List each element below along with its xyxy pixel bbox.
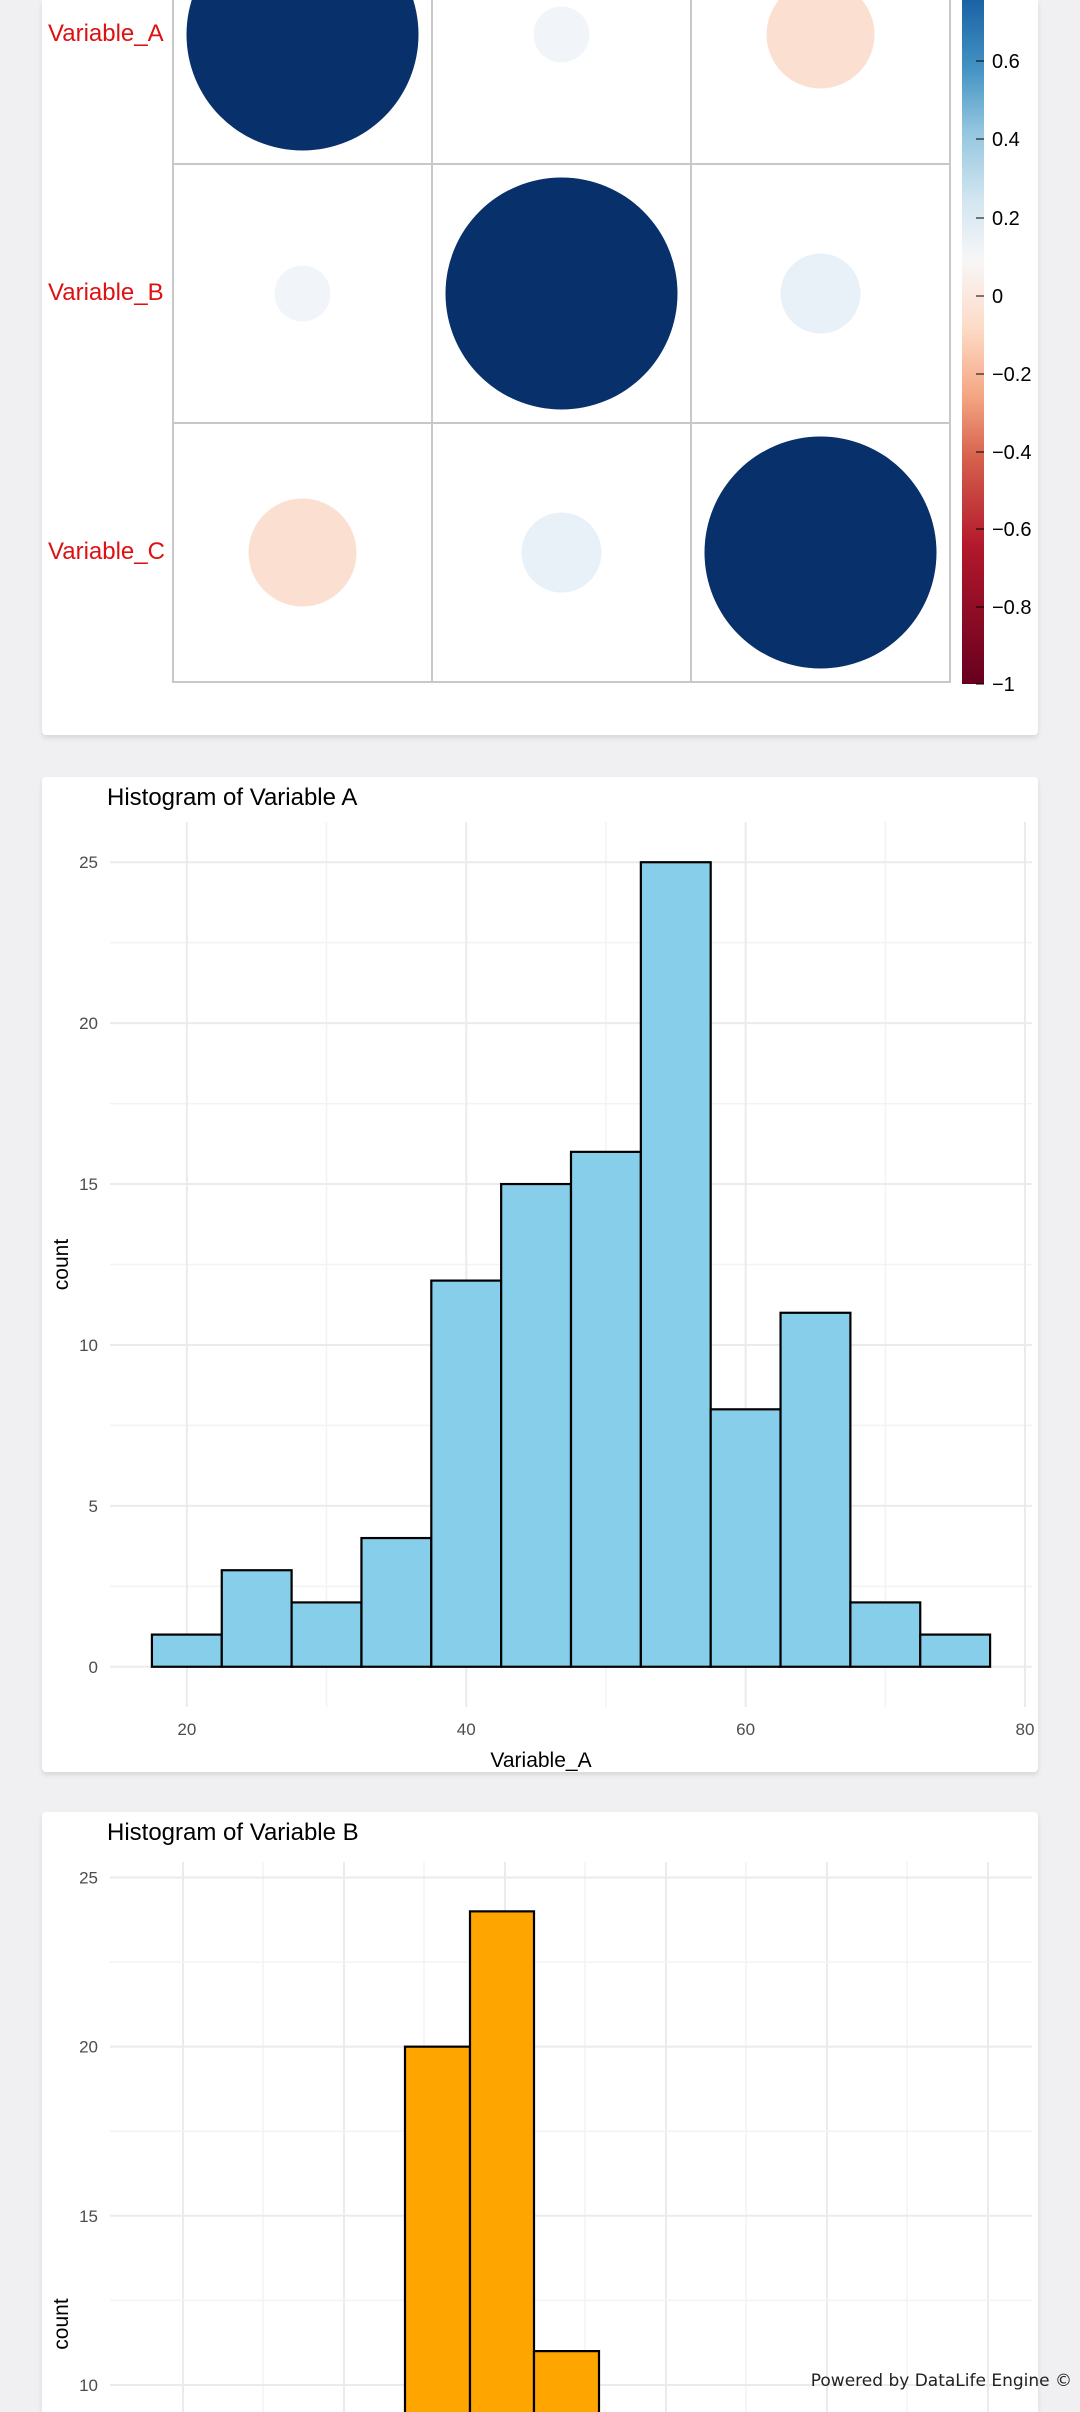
histogram-bar bbox=[430, 1279, 503, 1668]
histogram-bar bbox=[639, 861, 712, 1668]
histogram-bar bbox=[360, 1536, 433, 1668]
colorbar-tick-label: 0 bbox=[992, 286, 1003, 308]
corr-circle bbox=[274, 265, 331, 322]
histogram-bar bbox=[569, 1150, 642, 1668]
footer-credit: Powered by DataLife Engine © bbox=[810, 2371, 1072, 2391]
colorbar-tick-label: 0.6 bbox=[992, 51, 1020, 73]
corr-circle bbox=[248, 498, 357, 607]
y-tick-label: 10 bbox=[79, 1336, 98, 1355]
y-tick-label: 10 bbox=[79, 2376, 98, 2395]
y-tick-label: 25 bbox=[79, 1869, 98, 1888]
corr-circle bbox=[766, 0, 875, 89]
histogram-bar bbox=[220, 1569, 293, 1668]
histogram-bar bbox=[779, 1311, 852, 1668]
corr-circle bbox=[186, 0, 419, 151]
y-axis-title: count bbox=[50, 2298, 73, 2350]
colorbar-tick-label: −0.2 bbox=[992, 364, 1031, 386]
corr-circle bbox=[704, 436, 937, 669]
chart-title: Histogram of Variable A bbox=[107, 784, 357, 811]
row-label: Variable_A bbox=[48, 20, 164, 47]
chart-title: Histogram of Variable B bbox=[107, 1819, 359, 1846]
x-tick-label: 60 bbox=[736, 1720, 755, 1739]
row-label: Variable_C bbox=[48, 538, 165, 565]
histogram-bar bbox=[532, 2350, 601, 2412]
histogram-a-card: Histogram of Variable A 0 5 10 15 20 25 20 40 60 8… bbox=[42, 777, 1038, 1772]
corr-circle bbox=[521, 512, 602, 593]
histogram-bar bbox=[919, 1633, 992, 1668]
histogram-bar bbox=[500, 1182, 573, 1668]
colorbar-tick-label: 0.2 bbox=[992, 208, 1020, 230]
y-tick-label: 20 bbox=[79, 1014, 98, 1033]
y-tick-label: 20 bbox=[79, 2038, 98, 2057]
corr-circle bbox=[780, 253, 861, 334]
x-tick-label: 80 bbox=[1016, 1720, 1035, 1739]
x-axis-title: Variable_A bbox=[490, 1749, 591, 1772]
x-tick-label: 40 bbox=[457, 1720, 476, 1739]
corr-circle bbox=[533, 6, 590, 63]
colorbar-tick-label: 0.4 bbox=[992, 129, 1020, 151]
histogram-bar bbox=[849, 1601, 922, 1668]
colorbar-tick-label: −0.4 bbox=[992, 442, 1031, 464]
y-tick-label: 0 bbox=[89, 1658, 98, 1677]
colorbar-tick-label: −1 bbox=[992, 674, 1015, 696]
histogram-bar bbox=[468, 1910, 536, 2412]
histogram-variable-b: Histogram of Variable B 10 15 20 25 count bbox=[50, 1819, 1032, 2412]
corr-circle bbox=[445, 177, 678, 410]
correlation-plot-card: Variable_A Variable_B Variable_C 0.6 0.4 0.2 0… bbox=[42, 0, 1038, 735]
x-tick-label: 20 bbox=[177, 1720, 196, 1739]
corr-cell bbox=[690, 163, 951, 424]
y-tick-label: 15 bbox=[79, 1175, 98, 1194]
colorbar-tick-label: −0.6 bbox=[992, 519, 1031, 541]
colorbar bbox=[962, 0, 984, 684]
y-tick-label: 5 bbox=[89, 1497, 98, 1516]
histogram-variable-a: Histogram of Variable A 0 5 10 15 20 25 20 40 60 8… bbox=[50, 784, 1035, 1772]
histogram-b-card: Histogram of Variable B 10 15 20 25 count bbox=[42, 1812, 1038, 2412]
histogram-bar bbox=[403, 2045, 472, 2412]
histogram-bar bbox=[290, 1601, 363, 1668]
colorbar-tick-label: −0.8 bbox=[992, 597, 1031, 619]
y-tick-label: 25 bbox=[79, 853, 98, 872]
histogram-bar bbox=[709, 1408, 782, 1668]
histogram-bar bbox=[150, 1633, 223, 1668]
correlation-plot: Variable_A Variable_B Variable_C 0.6 0.4 0.2 0… bbox=[48, 0, 1031, 696]
y-tick-label: 15 bbox=[79, 2207, 98, 2226]
y-axis-title: count bbox=[50, 1239, 73, 1291]
row-label: Variable_B bbox=[48, 279, 164, 306]
